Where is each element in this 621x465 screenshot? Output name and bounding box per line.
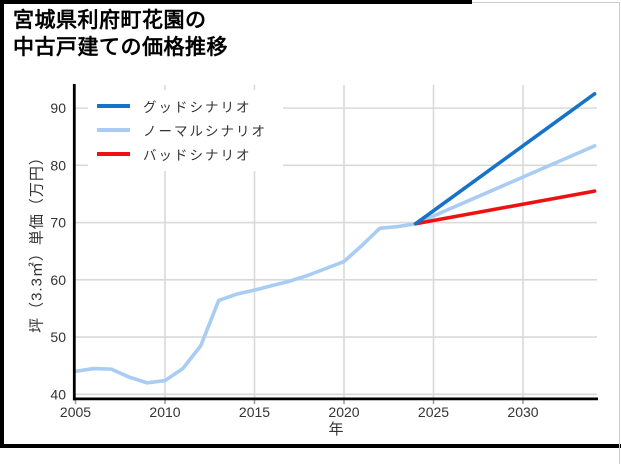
legend-item-bad: バッドシナリオ bbox=[97, 146, 267, 163]
legend-label-bad: バッドシナリオ bbox=[143, 148, 252, 163]
legend-item-normal: ノーマルシナリオ bbox=[97, 122, 267, 139]
x-tick-label: 2010 bbox=[149, 404, 180, 420]
series-line-normal bbox=[73, 144, 597, 385]
title-line-1: 宮城県利府町花園の bbox=[13, 9, 207, 32]
card-border-bottom bbox=[0, 444, 621, 448]
legend-swatch-normal bbox=[97, 128, 130, 132]
card-border-left bbox=[0, 0, 4, 448]
title-line-2: 中古戸建ての価格推移 bbox=[13, 36, 228, 59]
page-title: 宮城県利府町花園の 中古戸建ての価格推移 bbox=[13, 7, 228, 61]
x-tick-label: 2005 bbox=[60, 404, 91, 420]
y-axis-title: 坪（3.3㎡）単価（万円） bbox=[28, 149, 46, 333]
x-tick-label: 2025 bbox=[418, 404, 449, 420]
legend-label-normal: ノーマルシナリオ bbox=[143, 124, 267, 139]
card-border-top bbox=[0, 0, 472, 4]
y-tick-label: 70 bbox=[50, 215, 66, 231]
series-line-bad bbox=[413, 189, 597, 226]
y-tick-label: 40 bbox=[50, 386, 66, 402]
y-tick-label: 90 bbox=[50, 100, 66, 116]
legend-swatch-good bbox=[97, 104, 130, 108]
x-tick-label: 2030 bbox=[507, 404, 538, 420]
card-border-top-gray bbox=[472, 2, 620, 3]
x-axis-title: 年 bbox=[328, 421, 344, 438]
legend-swatch-bad bbox=[97, 152, 130, 156]
y-tick-label: 80 bbox=[50, 157, 66, 173]
legend-item-good: グッドシナリオ bbox=[97, 98, 267, 115]
x-tick-label: 2015 bbox=[239, 404, 270, 420]
y-tick-label: 60 bbox=[50, 272, 66, 288]
card-border-right-gray bbox=[619, 2, 620, 464]
legend-label-good: グッドシナリオ bbox=[143, 100, 252, 115]
chart-legend: グッドシナリオ ノーマルシナリオ バッドシナリオ bbox=[88, 90, 283, 171]
y-tick-label: 50 bbox=[50, 329, 66, 345]
series-line-good bbox=[413, 92, 597, 226]
x-tick-label: 2020 bbox=[328, 404, 359, 420]
